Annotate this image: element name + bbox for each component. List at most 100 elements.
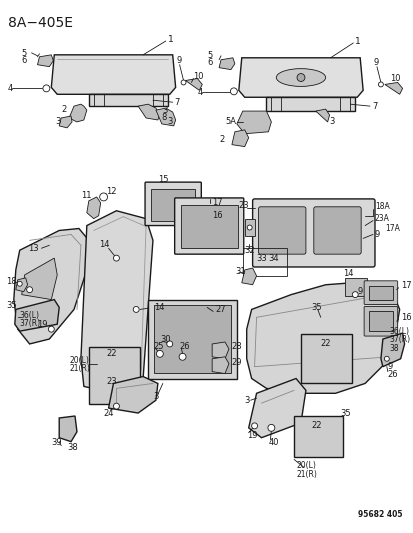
Polygon shape xyxy=(51,55,175,94)
FancyBboxPatch shape xyxy=(258,207,305,254)
Text: 19: 19 xyxy=(246,431,256,440)
Polygon shape xyxy=(156,108,175,126)
Text: 20(L): 20(L) xyxy=(295,461,315,470)
Bar xyxy=(154,305,230,373)
Text: 39: 39 xyxy=(51,438,62,447)
Circle shape xyxy=(26,287,33,293)
Text: 6: 6 xyxy=(207,58,212,67)
Text: 3: 3 xyxy=(152,392,158,401)
Text: 26: 26 xyxy=(387,370,397,379)
Bar xyxy=(244,219,254,237)
Text: 1: 1 xyxy=(354,37,360,45)
Text: 38: 38 xyxy=(67,443,78,452)
Circle shape xyxy=(179,353,185,360)
Text: 12: 12 xyxy=(106,187,117,196)
Polygon shape xyxy=(315,109,329,122)
Text: 9: 9 xyxy=(387,362,392,371)
Bar xyxy=(242,248,287,276)
Text: 27: 27 xyxy=(215,305,225,314)
Polygon shape xyxy=(108,376,157,413)
Bar xyxy=(368,286,392,300)
Text: 16: 16 xyxy=(211,211,222,220)
Polygon shape xyxy=(248,378,305,438)
Text: 34: 34 xyxy=(268,254,278,263)
Text: 95682 405: 95682 405 xyxy=(357,510,402,519)
Text: 13: 13 xyxy=(28,244,38,253)
Text: 8: 8 xyxy=(161,114,167,123)
Polygon shape xyxy=(231,130,248,147)
Polygon shape xyxy=(59,116,72,128)
Text: 36(L): 36(L) xyxy=(389,327,409,336)
Text: 9: 9 xyxy=(356,287,362,296)
Polygon shape xyxy=(15,300,59,331)
Bar xyxy=(89,94,167,106)
Text: 3: 3 xyxy=(329,117,334,126)
Text: 18: 18 xyxy=(6,277,17,286)
Text: 4: 4 xyxy=(8,84,13,93)
Text: 5: 5 xyxy=(21,50,27,58)
Polygon shape xyxy=(21,258,57,300)
Text: 2: 2 xyxy=(218,135,224,144)
Bar xyxy=(300,334,351,383)
Circle shape xyxy=(133,306,139,312)
Ellipse shape xyxy=(275,69,325,86)
Text: 3: 3 xyxy=(244,395,249,405)
Text: 37(R): 37(R) xyxy=(20,319,41,328)
Circle shape xyxy=(383,356,388,361)
FancyBboxPatch shape xyxy=(252,199,374,267)
Text: 22: 22 xyxy=(106,349,117,358)
Polygon shape xyxy=(218,58,234,70)
Text: 20(L): 20(L) xyxy=(69,356,89,365)
Text: 9: 9 xyxy=(374,230,379,239)
Polygon shape xyxy=(211,357,228,374)
Text: 17A: 17A xyxy=(384,224,399,233)
Circle shape xyxy=(351,292,357,297)
Text: 35: 35 xyxy=(310,303,320,312)
Bar xyxy=(148,300,236,378)
Polygon shape xyxy=(87,197,100,219)
Text: 22: 22 xyxy=(311,422,322,430)
FancyBboxPatch shape xyxy=(363,306,397,336)
Text: 3: 3 xyxy=(167,117,173,126)
Text: 33: 33 xyxy=(256,254,267,263)
Text: 31: 31 xyxy=(234,268,245,277)
Text: 16: 16 xyxy=(400,313,410,322)
Text: 32: 32 xyxy=(244,246,255,255)
Bar xyxy=(180,205,237,248)
Circle shape xyxy=(48,326,54,332)
Text: 23: 23 xyxy=(238,201,249,211)
Bar xyxy=(266,97,354,111)
Text: 9: 9 xyxy=(372,58,377,67)
Text: 3: 3 xyxy=(161,106,167,115)
Text: 21(R): 21(R) xyxy=(69,364,90,373)
Text: 7: 7 xyxy=(371,102,377,111)
FancyBboxPatch shape xyxy=(174,198,243,254)
Polygon shape xyxy=(236,111,271,134)
Text: 10: 10 xyxy=(389,74,399,83)
Circle shape xyxy=(251,423,257,429)
Text: 4: 4 xyxy=(197,88,202,97)
Polygon shape xyxy=(238,58,362,97)
Polygon shape xyxy=(69,104,87,122)
Text: 3: 3 xyxy=(55,117,60,126)
Text: 23A: 23A xyxy=(374,214,389,223)
Polygon shape xyxy=(38,55,53,67)
Bar xyxy=(89,347,140,404)
Circle shape xyxy=(100,193,107,201)
Text: 1: 1 xyxy=(167,35,173,44)
Bar xyxy=(344,278,366,296)
Circle shape xyxy=(267,424,274,431)
Text: 6: 6 xyxy=(21,56,27,65)
Text: 21(R): 21(R) xyxy=(295,470,316,479)
FancyBboxPatch shape xyxy=(313,207,360,254)
Text: 11: 11 xyxy=(81,191,91,200)
Text: 19: 19 xyxy=(37,320,47,329)
Circle shape xyxy=(296,74,304,82)
Text: 28: 28 xyxy=(230,342,241,351)
Text: 2: 2 xyxy=(61,104,66,114)
Text: 15: 15 xyxy=(157,175,168,184)
Text: 35: 35 xyxy=(6,301,17,310)
Bar xyxy=(368,311,392,331)
Text: 22: 22 xyxy=(320,340,330,349)
Text: 36(L): 36(L) xyxy=(20,311,40,320)
